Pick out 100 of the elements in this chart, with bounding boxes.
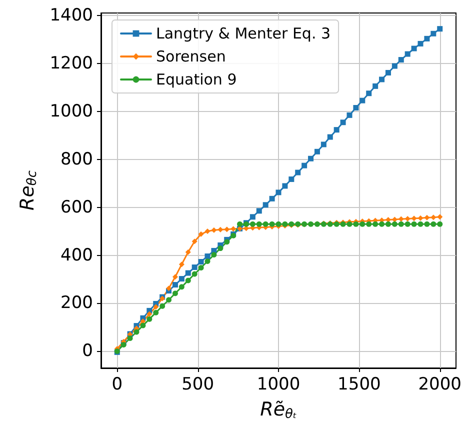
point [224,226,230,232]
point [411,221,417,227]
point [404,51,410,57]
point [198,258,204,264]
point [385,221,391,227]
point [411,216,417,222]
point [404,216,410,222]
legend-label: Sorensen [156,48,226,66]
point [166,297,172,303]
point [372,83,378,89]
y-tick-label: 600 [60,197,93,218]
point [192,271,198,277]
legend-label: Langtry & Menter Eq. 3 [156,24,331,42]
point [218,226,224,232]
point [411,46,417,52]
point [262,221,268,227]
point [314,148,320,154]
point [237,221,243,227]
point [211,252,217,258]
legend-label: Equation 9 [156,70,237,88]
y-tick-label: 1000 [50,101,93,122]
point [178,284,184,290]
point [250,221,256,227]
point [211,227,217,233]
point [392,221,398,227]
point [282,183,288,189]
point [276,221,282,227]
point [198,231,204,237]
point [178,276,184,282]
point [437,221,443,227]
point [327,134,333,140]
point [288,176,294,182]
point [269,221,275,227]
x-tick-label: 0 [112,374,123,394]
x-tick-label: 2000 [418,374,462,394]
point [424,221,430,227]
point [153,310,159,316]
point [198,264,204,270]
y-tick-label: 1200 [50,53,93,74]
y-tick-label: 800 [60,149,93,170]
point [160,303,166,309]
point [398,57,404,63]
point [192,264,198,270]
point [308,156,314,162]
point [424,214,430,220]
point [404,221,410,227]
point [166,286,172,292]
point [172,274,178,280]
point [366,90,372,96]
point [185,249,191,255]
point [262,202,268,208]
y-axis-title: Reθc [16,170,40,211]
point [430,30,436,36]
point [185,270,191,276]
x-tick-label: 1000 [256,374,300,394]
point [256,221,262,227]
point [360,98,366,104]
point [437,26,443,32]
point [379,76,385,82]
y-tick-label: 200 [60,293,93,314]
point [204,228,210,234]
point [320,142,326,148]
point [437,214,443,220]
point [140,322,146,328]
point [250,214,256,220]
point [346,112,352,118]
point [256,208,262,214]
point [172,282,178,288]
point [366,221,372,227]
point [134,329,140,335]
point [360,221,366,227]
point [146,311,152,317]
point [340,120,346,126]
y-tick-label: 0 [82,341,93,362]
point [146,316,152,322]
point [430,221,436,227]
x-tick-label: 500 [182,374,214,394]
point [172,290,178,296]
point [269,196,275,202]
point [302,162,308,168]
point [127,336,133,342]
point [153,304,159,310]
point [430,214,436,220]
point [295,170,301,176]
point [204,258,210,264]
point [398,216,404,222]
point [178,262,184,268]
point [398,221,404,227]
point [353,104,359,110]
point [379,221,385,227]
point [418,40,424,46]
point [353,221,359,227]
y-tick-label: 400 [60,245,93,266]
point [418,221,424,227]
point [224,239,230,245]
y-tick-label: 1400 [50,5,93,26]
point [218,246,224,252]
point [424,36,430,42]
point [334,127,340,133]
point [192,238,198,244]
